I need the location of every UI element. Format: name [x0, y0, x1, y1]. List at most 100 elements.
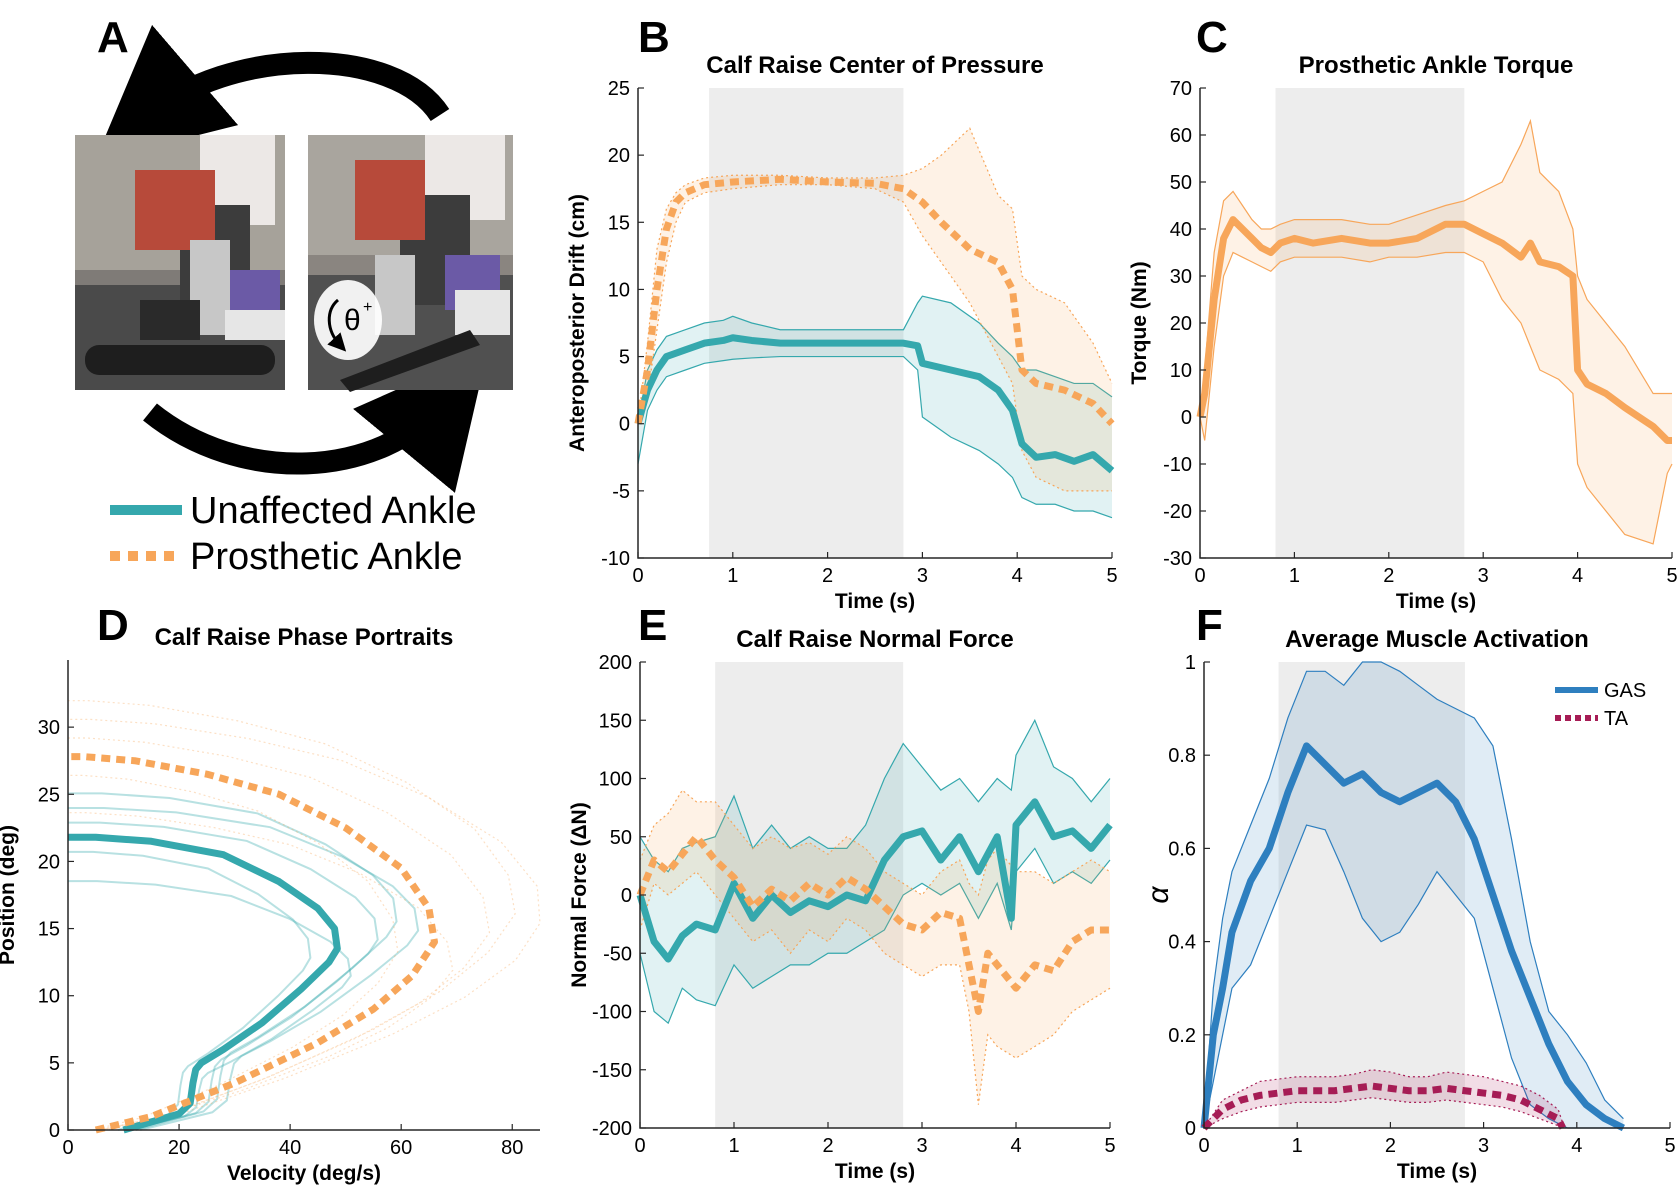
y-tick-label: -10	[601, 548, 630, 570]
y-tick-label: 20	[38, 851, 60, 873]
x-tick-label: 2	[822, 565, 833, 587]
lower-bound-prosthetic	[639, 870, 1111, 1105]
y-tick-label: 0.8	[1168, 745, 1196, 767]
y-axis-label: Position (deg)	[0, 825, 19, 965]
lower-bound-ta	[1203, 1097, 1564, 1129]
x-tick-label: 4	[1012, 565, 1023, 587]
lower-bound-unaffected	[637, 355, 1113, 519]
x-axis-label: Velocity (deg/s)	[227, 1162, 381, 1185]
x-tick-label: 20	[168, 1137, 190, 1159]
band-gas	[1204, 662, 1624, 1128]
mean-line-prosthetic	[1196, 216, 1672, 444]
x-tick-label: 3	[1478, 565, 1489, 587]
upper-bound-prosthetic	[1199, 118, 1672, 418]
trial-trajectory-prosthetic	[68, 700, 516, 1131]
y-tick-label: 0	[1185, 1118, 1196, 1140]
y-tick-label: 50	[610, 827, 632, 849]
y-tick-label: 150	[599, 710, 632, 732]
y-tick-label: 200	[599, 652, 632, 674]
band-unaffected	[640, 720, 1110, 1024]
chart-title: Calf Raise Phase Portraits	[155, 624, 454, 651]
mean-line-unaffected	[636, 798, 1113, 963]
y-tick-label: 0	[621, 885, 632, 907]
x-tick-label: 0	[62, 1137, 73, 1159]
upper-bound-gas	[1203, 661, 1624, 1129]
chart-title: Prosthetic Ankle Torque	[1299, 52, 1574, 79]
band-prosthetic	[638, 128, 1112, 491]
y-tick-label: 20	[1170, 313, 1192, 335]
y-tick-label: 20	[608, 145, 630, 167]
y-tick-label: -100	[592, 1002, 632, 1024]
chart-title: Calf Raise Normal Force	[736, 626, 1013, 653]
y-tick-label: -50	[603, 943, 632, 965]
y-tick-label: 0.6	[1168, 838, 1196, 860]
panel-letter-d: D	[97, 601, 129, 650]
x-tick-label: 2	[822, 1135, 833, 1157]
x-tick-label: 0	[634, 1135, 645, 1157]
legend-label-gas: GAS	[1604, 680, 1646, 702]
y-tick-label: 10	[608, 279, 630, 301]
panel-letter-f: F	[1196, 601, 1223, 650]
x-axis-label: Time (s)	[835, 1160, 915, 1183]
trial-trajectory-prosthetic	[68, 737, 491, 1131]
x-axis-label: Time (s)	[1397, 1160, 1477, 1183]
x-tick-label: 4	[1572, 565, 1583, 587]
legend-label-ta: TA	[1604, 708, 1629, 730]
shaded-interval	[709, 88, 904, 558]
band-prosthetic	[1200, 120, 1672, 544]
bottom-cycle-arrow-icon	[143, 349, 489, 493]
photo-prosthesis-plantarflexed: θ +	[308, 135, 513, 392]
x-tick-label: 3	[1478, 1135, 1489, 1157]
chart-title: Calf Raise Center of Pressure	[706, 52, 1043, 79]
y-tick-label: 15	[608, 212, 630, 234]
y-tick-label: 0	[619, 414, 630, 436]
chart-f: 0 1 2 3 4 5 0 0.2 0.4 0.6 0.8 1 Average Muscle Activ…	[1142, 626, 1676, 1183]
x-tick-label: 1	[1292, 1135, 1303, 1157]
photo-prosthesis-neutral	[75, 135, 285, 390]
y-tick-label: 100	[599, 769, 632, 791]
mean-line-ta	[1201, 1082, 1566, 1131]
y-tick-label: 10	[38, 986, 60, 1008]
trial-trajectory-unaffected	[68, 880, 352, 1131]
mean-line-prosthetic	[636, 833, 1110, 1015]
chart-title: Average Muscle Activation	[1285, 626, 1589, 653]
shaded-interval	[1278, 662, 1465, 1128]
chart-b: 0 1 2 3 4 5 -10 -5 0 5 10 15 20 25 Calf Raise Center o…	[566, 52, 1118, 613]
x-tick-label: 5	[1664, 1135, 1675, 1157]
y-tick-label: -30	[1163, 548, 1192, 570]
y-tick-label: -10	[1163, 454, 1192, 476]
x-tick-label: 1	[727, 565, 738, 587]
upper-bound-unaffected	[639, 718, 1111, 873]
x-axis-label: Time (s)	[835, 590, 915, 613]
y-tick-label: -150	[592, 1060, 632, 1082]
x-tick-label: 4	[1010, 1135, 1021, 1157]
y-tick-label: 30	[38, 717, 60, 739]
y-tick-label: 50	[1170, 172, 1192, 194]
mean-line-unaffected	[68, 833, 341, 1134]
y-tick-label: 15	[38, 919, 60, 941]
y-tick-label: -5	[612, 481, 630, 503]
y-tick-label: -20	[1163, 501, 1192, 523]
upper-bound-prosthetic	[637, 127, 1113, 424]
lower-bound-prosthetic	[637, 184, 1112, 492]
trial-trajectory-prosthetic	[68, 812, 454, 1131]
rotation-arrow-icon	[327, 298, 347, 352]
x-axis-label: Time (s)	[1396, 590, 1476, 613]
angle-label: θ	[344, 304, 361, 337]
band-unaffected	[638, 296, 1112, 518]
trial-trajectory-prosthetic	[68, 774, 399, 1131]
x-tick-label: 5	[1666, 565, 1677, 587]
x-tick-label: 40	[279, 1137, 301, 1159]
x-tick-label: 5	[1106, 565, 1117, 587]
panel-letter-b: B	[638, 13, 670, 62]
panel-a: A	[75, 13, 513, 578]
x-tick-label: 3	[917, 565, 928, 587]
legend-a: Unaffected Ankle Prosthetic Ankle	[110, 490, 477, 578]
x-tick-label: 80	[501, 1137, 523, 1159]
x-tick-label: 4	[1571, 1135, 1582, 1157]
panel-letter-c: C	[1196, 13, 1228, 62]
upper-bound-unaffected	[637, 295, 1113, 424]
y-tick-label: 0	[49, 1120, 60, 1142]
lower-bound-prosthetic	[1199, 251, 1673, 545]
